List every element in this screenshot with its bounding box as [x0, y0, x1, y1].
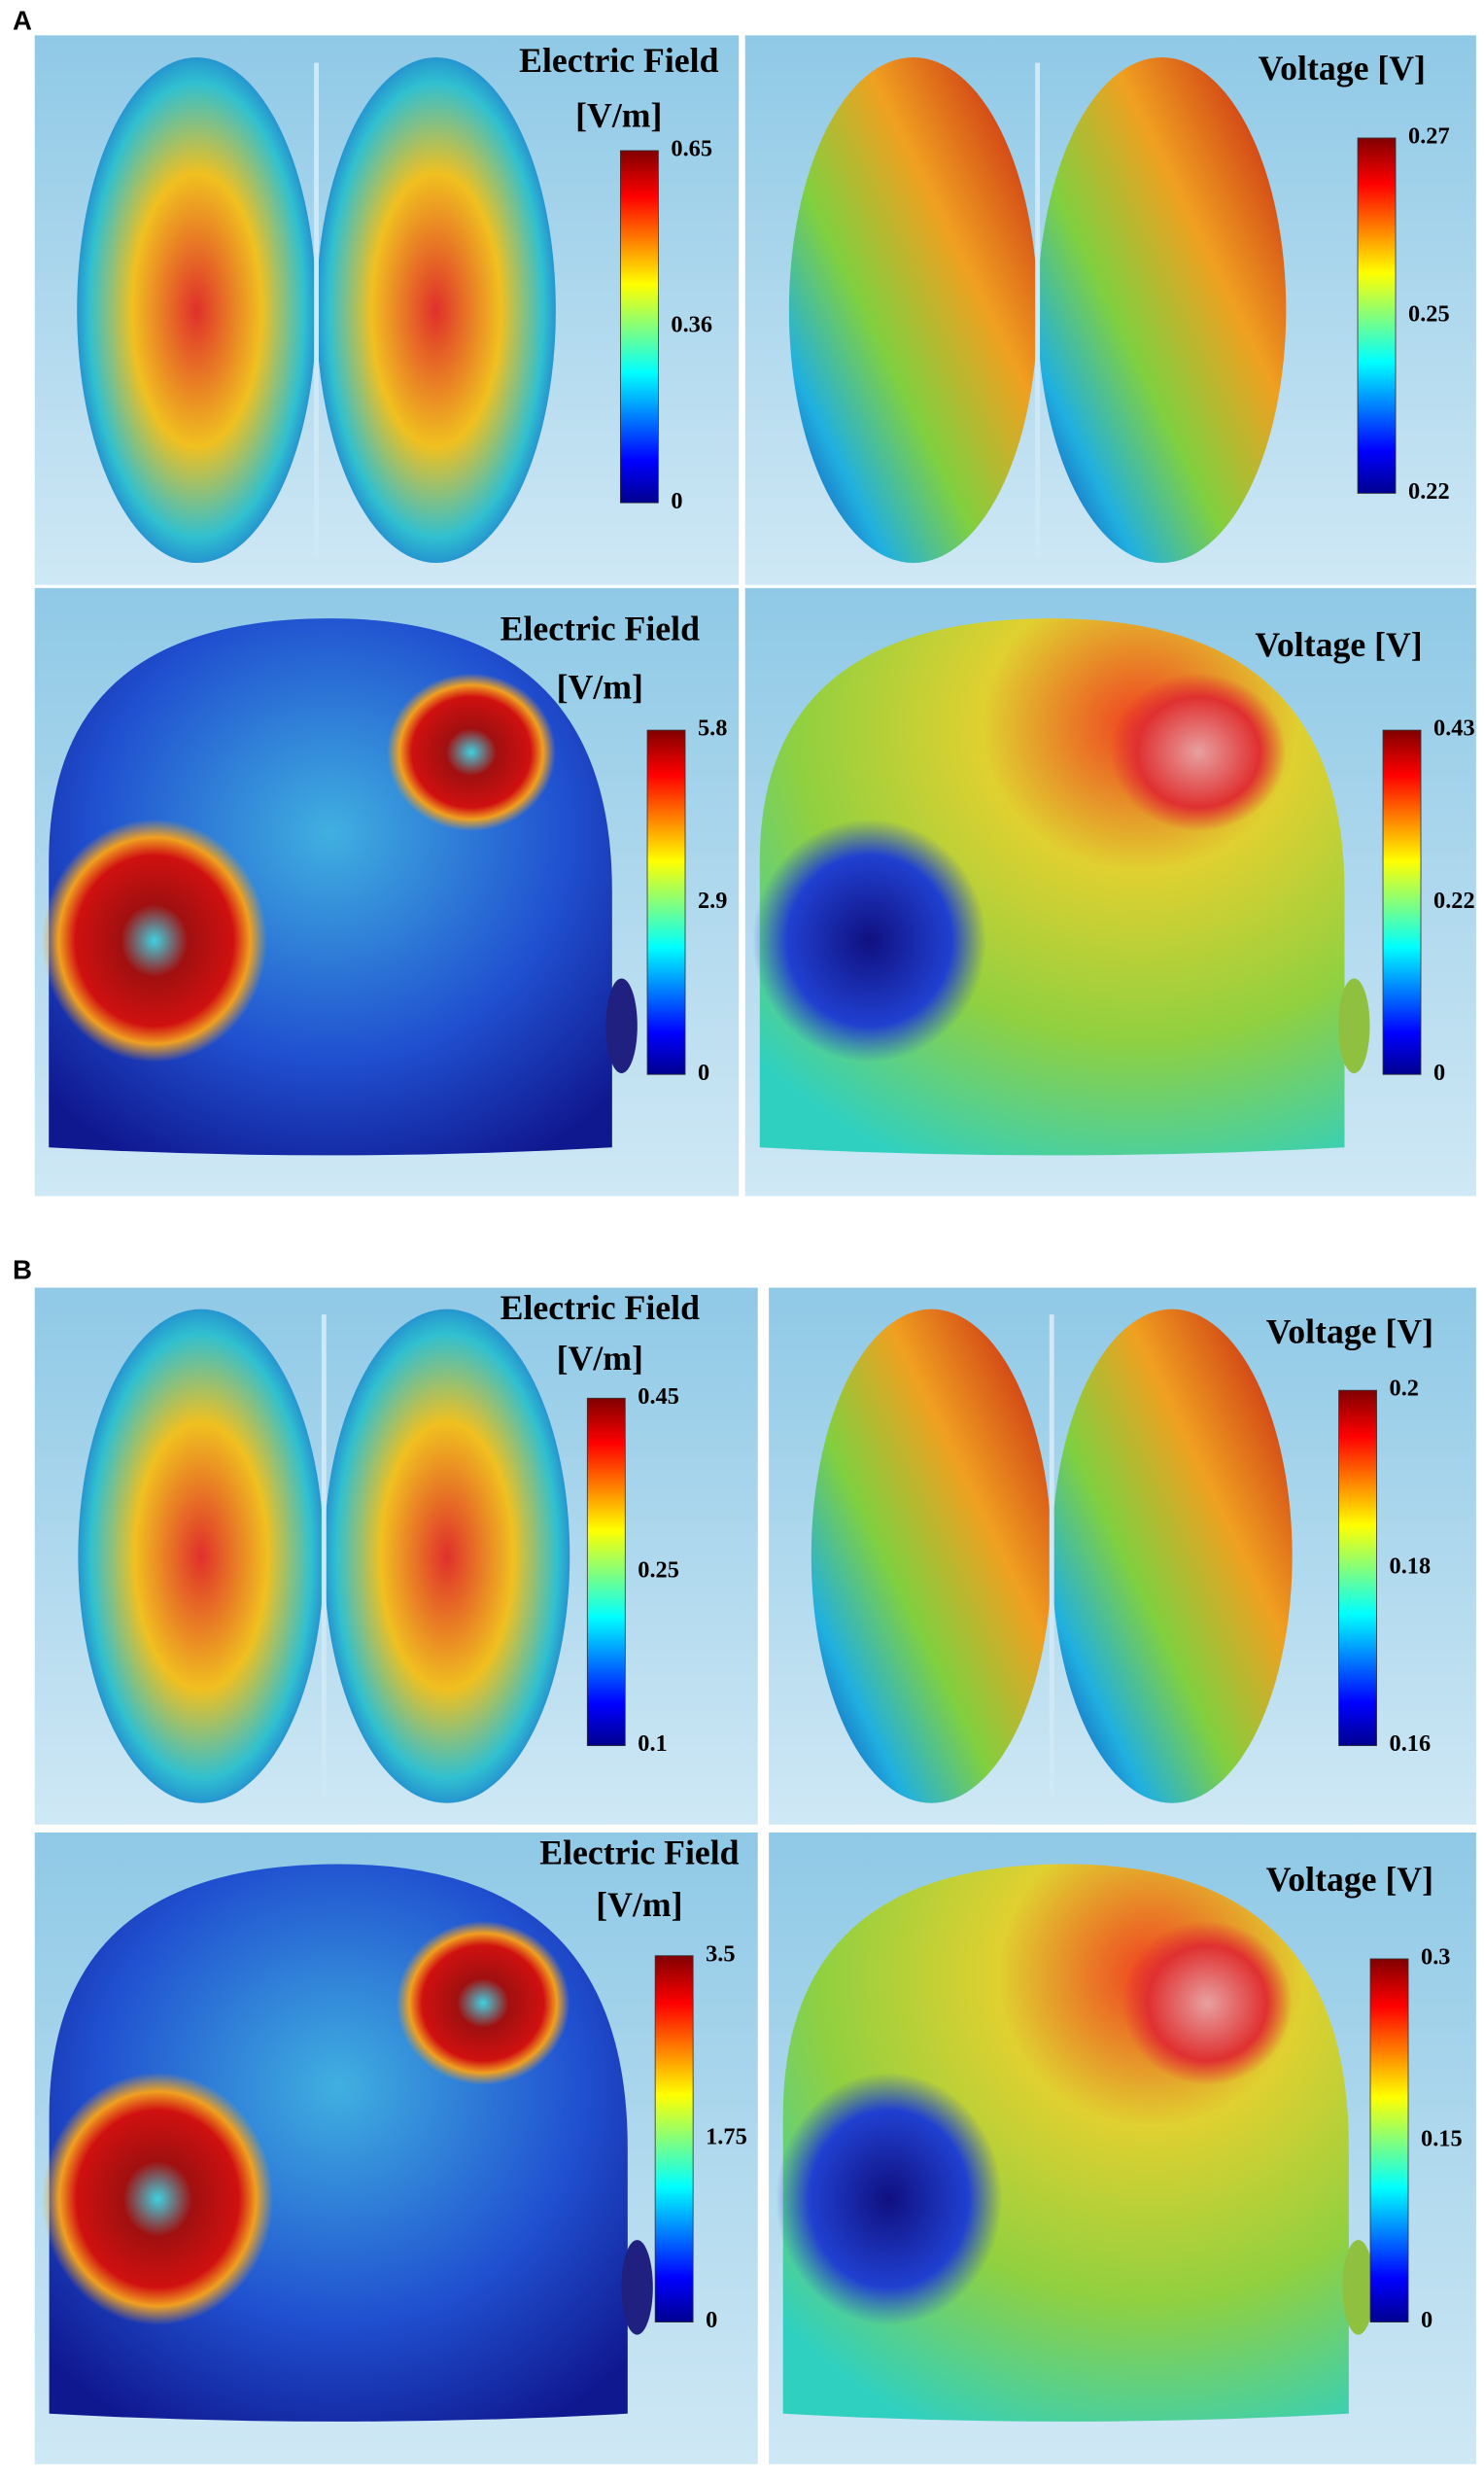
panel-unit: [V/m] [557, 668, 643, 707]
electrode-spot [41, 819, 267, 1063]
electrode-spot [1122, 1920, 1293, 2085]
colorbar-tick-label: 0 [706, 2307, 717, 2333]
colorbar-tick-label: 0.2 [1390, 1376, 1419, 1402]
electrode-spot [396, 1920, 570, 2085]
panel-unit: [V/m] [557, 1339, 643, 1378]
colorbar [1369, 1958, 1409, 2322]
panel-title: Voltage [V] [1266, 1311, 1433, 1350]
colorbar-tick-label: 1.75 [706, 2124, 747, 2150]
brain-left [78, 1309, 325, 1803]
brain-right [324, 1309, 570, 1803]
colorbar-tick-label: 0.36 [671, 312, 712, 338]
colorbar-tick-label: 0.25 [638, 1557, 679, 1584]
colorbar-tick-label: 0 [698, 1060, 709, 1086]
panel-title: Voltage [V] [1266, 1860, 1433, 1899]
colorbar-tick-label: 0.3 [1421, 1944, 1450, 1971]
colorbar-tick-label: 0.43 [1433, 716, 1475, 742]
brain-right [1052, 1309, 1293, 1803]
brain-left [77, 56, 317, 564]
ear [621, 2240, 653, 2335]
electrode-spot [386, 673, 556, 832]
ear [605, 978, 638, 1073]
colorbar [1382, 729, 1422, 1075]
panel-title: Electric Field [519, 41, 718, 80]
electrode-spot [776, 2072, 1003, 2325]
ear [1337, 978, 1370, 1073]
panel-title: Electric Field [500, 1288, 700, 1327]
colorbar [620, 150, 659, 504]
colorbar-tick-label: 0 [671, 488, 682, 514]
colorbar [586, 1397, 626, 1747]
colorbar [646, 729, 686, 1075]
colorbar-tick-label: 0.15 [1421, 2125, 1463, 2151]
colorbar-tick-label: 0.1 [638, 1730, 667, 1757]
brain-right [316, 56, 556, 564]
electrode-spot [752, 819, 986, 1063]
colorbar-tick-label: 0.27 [1408, 123, 1450, 150]
panel-title: Voltage [V] [1255, 625, 1422, 664]
colorbar-tick-label: 0.22 [1433, 888, 1475, 914]
colorbar-tick-label: 0 [1421, 2307, 1432, 2333]
colorbar [1338, 1389, 1377, 1747]
panel-unit: [V/m] [596, 1885, 682, 1924]
colorbar-tick-label: 2.9 [698, 888, 727, 914]
colorbar-tick-label: 0.25 [1408, 300, 1450, 327]
section-label: A [13, 6, 32, 36]
panel-title: Electric Field [500, 610, 700, 648]
brain-left [811, 1309, 1053, 1803]
ear [1342, 2240, 1374, 2335]
colorbar-tick-label: 0 [1433, 1060, 1445, 1086]
colorbar-tick-label: 3.5 [706, 1940, 735, 1967]
colorbar-tick-label: 0.22 [1408, 478, 1450, 505]
electrode-spot [42, 2072, 274, 2325]
electrode-spot [1110, 673, 1287, 832]
brain-left [788, 56, 1038, 564]
colorbar [1357, 137, 1397, 494]
colorbar-tick-label: 5.8 [698, 716, 727, 742]
brain-right [1037, 56, 1287, 564]
colorbar-tick-label: 0.65 [671, 136, 712, 162]
panel-unit: [V/m] [575, 96, 662, 135]
panel-title: Electric Field [539, 1833, 739, 1872]
panel-title: Voltage [V] [1259, 49, 1426, 87]
colorbar [654, 1955, 694, 2322]
section-label: B [13, 1255, 32, 1285]
colorbar-tick-label: 0.45 [638, 1383, 679, 1410]
colorbar-tick-label: 0.18 [1390, 1553, 1432, 1579]
colorbar-tick-label: 0.16 [1390, 1730, 1432, 1757]
